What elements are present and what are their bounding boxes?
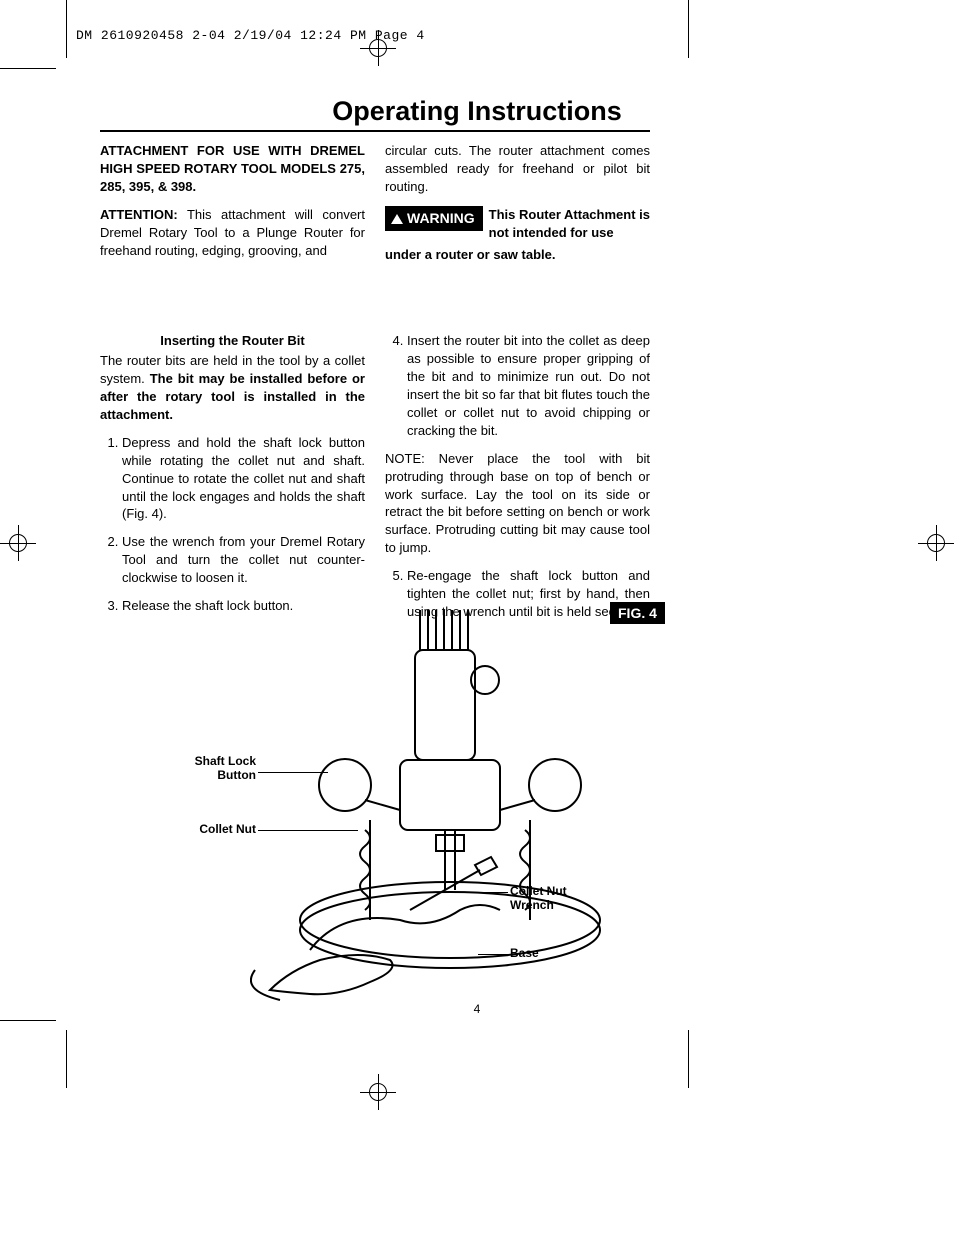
intro-left-column: ATTACHMENT FOR USE WITH DREMEL HIGH SPEE…	[100, 142, 365, 270]
warning-text-line2: under a router or saw table.	[385, 246, 650, 264]
steps-list-left: Depress and hold the shaft lock button w…	[100, 434, 365, 615]
step-2: Use the wrench from your Dremel Rotary T…	[122, 533, 365, 587]
leader-line	[258, 772, 328, 773]
intro-right-column: circular cuts. The router attachment com…	[385, 142, 650, 264]
page-number: 4	[0, 1002, 954, 1016]
crop-mark	[66, 1030, 67, 1088]
section-left-column: Inserting the Router Bit The router bits…	[100, 332, 365, 625]
crop-mark	[0, 1020, 56, 1021]
callout-collet-wrench: Collet Nut Wrench	[510, 884, 610, 913]
attachment-heading: ATTACHMENT FOR USE WITH DREMEL HIGH SPEE…	[100, 142, 365, 196]
callout-shaft-lock: Shaft Lock Button	[164, 754, 256, 783]
step-1: Depress and hold the shaft lock button w…	[122, 434, 365, 524]
attention-label: ATTENTION:	[100, 207, 178, 222]
figure-4: Shaft Lock Button Collet Nut Collet Nut …	[170, 600, 650, 1010]
warning-badge-text: WARNING	[407, 210, 475, 226]
router-illustration	[250, 610, 650, 1010]
warning-badge: WARNING	[385, 206, 483, 231]
section-right-column: Insert the router bit into the collet as…	[385, 332, 650, 631]
registration-mark-icon	[360, 1074, 396, 1110]
section-intro: The router bits are held in the tool by …	[100, 352, 365, 424]
registration-mark-icon	[0, 525, 36, 561]
warning-row: WARNING This Router Attachment is not in…	[385, 206, 650, 242]
callout-base: Base	[510, 946, 570, 960]
page-title: Operating Instructions	[0, 96, 954, 127]
note-paragraph: NOTE: Never place the tool with bit prot…	[385, 450, 650, 558]
print-header-meta: DM 2610920458 2-04 2/19/04 12:24 PM Page…	[76, 28, 425, 43]
leader-line	[470, 892, 508, 893]
warning-triangle-icon	[391, 214, 403, 224]
step-4: Insert the router bit into the collet as…	[407, 332, 650, 440]
crop-mark	[0, 68, 56, 69]
crop-mark	[688, 1030, 689, 1088]
registration-mark-icon	[918, 525, 954, 561]
crop-mark	[688, 0, 689, 58]
intro-right-body: circular cuts. The router attachment com…	[385, 142, 650, 196]
warning-text-line1: This Router Attachment is not intended f…	[489, 206, 650, 242]
callout-collet-nut: Collet Nut	[164, 822, 256, 836]
leader-line	[258, 830, 358, 831]
leader-line	[478, 954, 508, 955]
section-subhead: Inserting the Router Bit	[100, 332, 365, 350]
steps-list-right-a: Insert the router bit into the collet as…	[385, 332, 650, 440]
title-rule	[100, 130, 650, 132]
crop-mark	[66, 0, 67, 58]
attention-paragraph: ATTENTION: This attachment will convert …	[100, 206, 365, 260]
